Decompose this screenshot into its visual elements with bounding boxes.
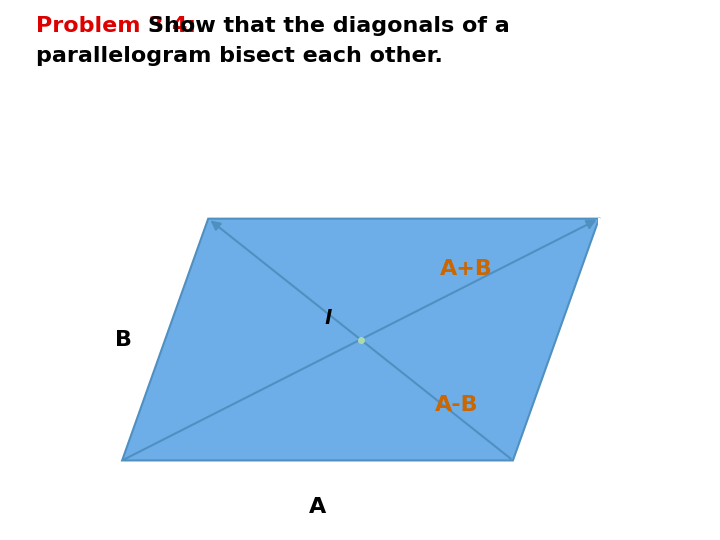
Text: parallelogram bisect each other.: parallelogram bisect each other. [36, 46, 443, 66]
Text: Problem 3.4:: Problem 3.4: [36, 16, 197, 36]
Text: A+B: A+B [440, 259, 493, 279]
Text: B: B [115, 329, 132, 349]
Text: A: A [309, 497, 326, 517]
Text: Show that the diagonals of a: Show that the diagonals of a [148, 16, 509, 36]
Text: l: l [324, 309, 330, 328]
Polygon shape [122, 219, 599, 461]
Text: A-B: A-B [435, 395, 478, 415]
